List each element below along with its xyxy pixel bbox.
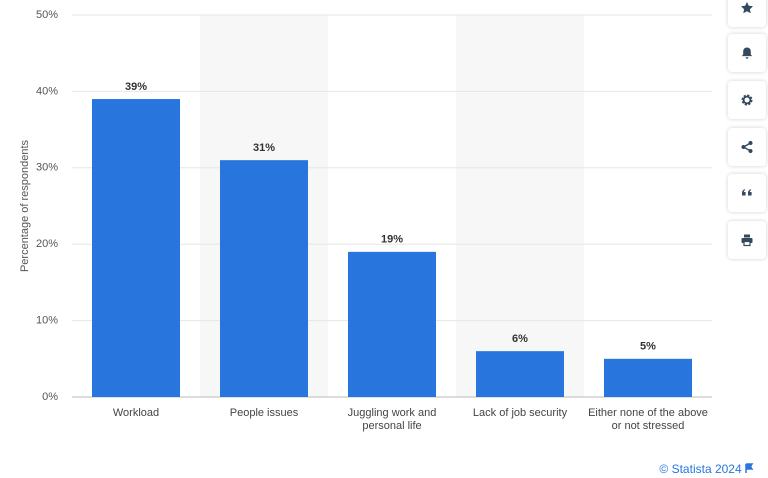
y-tick-label: 10%: [36, 315, 58, 327]
gear-icon: [741, 94, 753, 106]
band-shade: [456, 15, 584, 397]
share-button[interactable]: [728, 128, 766, 166]
x-tick-label: Lack of job security: [472, 407, 568, 419]
bar: [348, 251, 436, 397]
print-icon: [741, 234, 753, 247]
print-button[interactable]: [728, 221, 766, 259]
bar: [604, 358, 692, 397]
value-label: 19%: [381, 234, 403, 246]
share-icon: [741, 141, 753, 153]
value-label: 39%: [125, 81, 147, 93]
favorite-button[interactable]: [728, 0, 766, 27]
y-tick-label: 50%: [36, 9, 58, 21]
footer: © Statista 2024: [659, 462, 754, 476]
chart: Percentage of respondents 0% 10% 20% 30% 40%…: [19, 9, 712, 403]
bar: [92, 99, 180, 397]
y-tick-label: 30%: [36, 162, 58, 174]
x-tick-label: People issues: [229, 407, 299, 419]
star-icon: [741, 2, 753, 14]
bell-icon: [741, 47, 753, 59]
flag-icon: [745, 463, 754, 473]
quote-icon: [742, 189, 752, 196]
settings-button[interactable]: [728, 81, 766, 119]
notification-button[interactable]: [728, 34, 766, 72]
x-tick-label: Juggling work and personal life: [347, 407, 437, 432]
source-link[interactable]: © Statista 2024: [659, 462, 742, 476]
value-label: 5%: [640, 341, 656, 353]
bar: [476, 351, 564, 397]
y-tick-label: 40%: [36, 85, 58, 97]
value-label: 31%: [253, 142, 275, 154]
y-tick-label: 20%: [36, 238, 58, 250]
y-axis-title: Percentage of respondents: [19, 139, 31, 272]
x-tick-label: Workload: [112, 407, 160, 419]
y-tick-label: 0%: [42, 391, 58, 403]
cite-button[interactable]: [728, 174, 766, 212]
x-tick-label: Either none of the above or not stressed: [588, 407, 708, 432]
value-label: 6%: [512, 333, 528, 345]
bar: [220, 160, 308, 397]
